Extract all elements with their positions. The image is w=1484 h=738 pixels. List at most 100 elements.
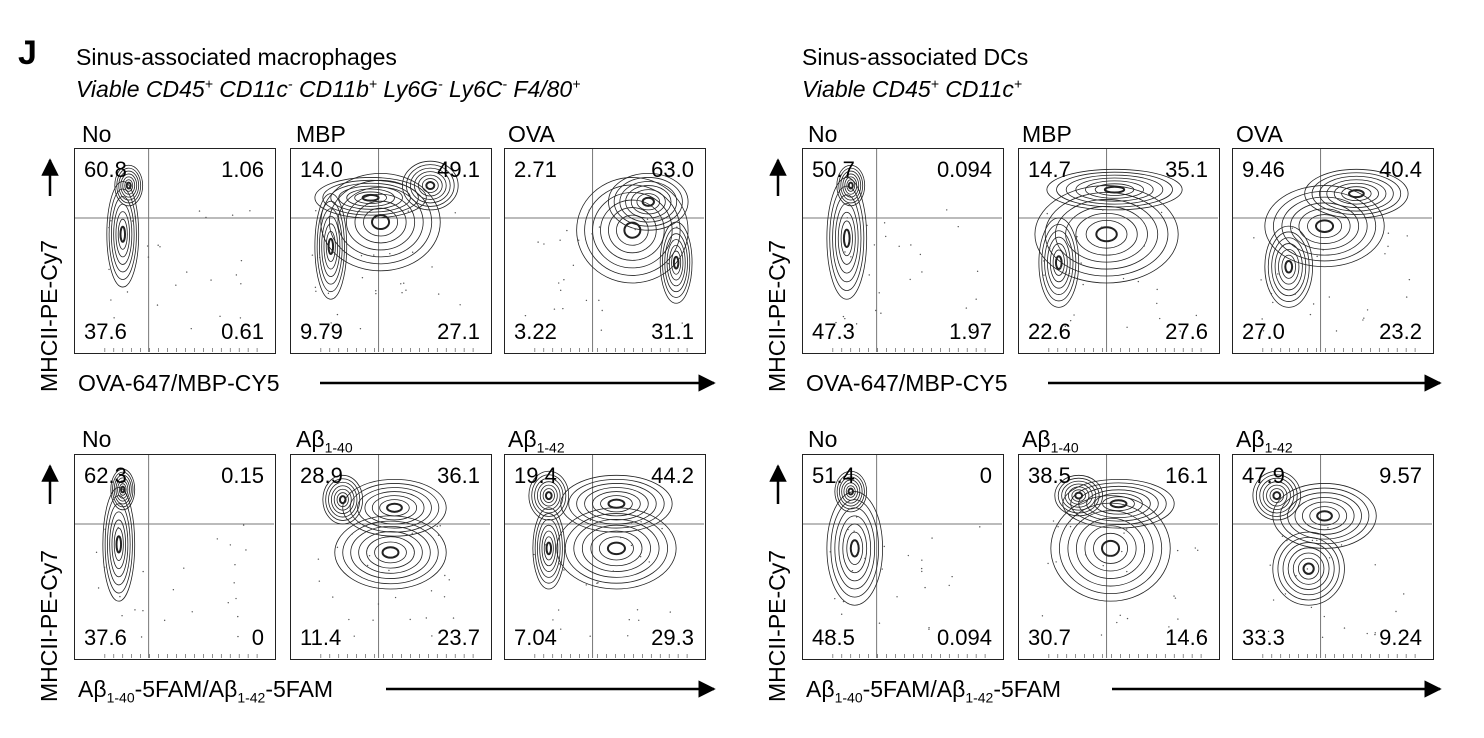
event-dot [405,289,407,291]
quadrant-percentage-lower-right: 14.6 [1165,625,1208,650]
contour-line [1044,192,1169,277]
sample-label-abeta-1-40: Aβ1-40 [1022,426,1079,456]
contour-line [1307,214,1342,239]
event-dot [341,238,343,241]
event-dot [921,570,923,573]
event-dot [1362,319,1364,321]
event-dot [559,289,562,292]
event-dot [126,291,129,293]
quadrant-percentage-upper-left: 28.9 [300,463,343,488]
quadrant-percentage-upper-right: 9.57 [1379,463,1422,488]
event-dot [560,628,562,630]
event-dot [1277,273,1279,275]
quadrant-percentage-upper-left: 60.8 [84,157,127,182]
contour-line [1084,525,1137,572]
event-dot [1197,549,1199,552]
contour-line [1287,492,1362,540]
event-dot [851,569,854,572]
event-dot [1270,292,1273,295]
event-dot [825,634,827,637]
event-dot [1168,626,1170,628]
contour-line [545,541,553,556]
event-dot [375,290,377,292]
event-dot [175,284,177,286]
contour-line [1282,542,1335,596]
contour-line [668,244,684,281]
flow-plot: 9.46 40.4 27.0 23.2 [1232,148,1434,354]
contour-line [829,185,865,291]
y-axis-label: MHCII-PE-Cy7 [764,549,790,702]
event-dot [1408,278,1411,281]
contour-line [366,536,415,569]
event-dot [1260,279,1262,281]
contour-line [379,499,410,517]
quadrant-percentage-lower-right: 27.6 [1165,319,1208,344]
event-dot [598,299,600,302]
quadrant-percentage-upper-left: 50.7 [812,157,855,182]
flow-plot: 47.9 9.57 33.3 9.24 [1232,454,1434,660]
contour-line [842,228,851,249]
contour-line [112,471,134,508]
quadrant-percentage-lower-right: 27.1 [437,319,480,344]
event-dot [1322,249,1324,251]
event-dot [600,329,603,331]
event-dot [1406,235,1408,237]
event-dot [375,292,377,295]
event-dot [113,317,115,319]
contour-line [342,520,439,585]
contour-line [1284,259,1294,274]
quadrant-percentage-lower-left: 37.6 [84,625,127,650]
event-dot [348,618,350,621]
event-dot [1064,271,1067,273]
contour-line [830,499,880,598]
event-dot [1327,527,1329,529]
event-dot [315,210,317,212]
contour-line [607,498,626,509]
contour-line [364,491,425,525]
event-dot [1374,564,1376,566]
contour-line [664,233,688,293]
contour-line [421,178,439,193]
event-dot [1286,539,1288,542]
contour-line [537,518,561,578]
event-dot [1069,520,1071,523]
event-dot [1073,314,1075,316]
contour-line [1281,254,1296,279]
contour-line [1038,217,1080,308]
event-dot [563,279,565,281]
event-dot [448,579,450,581]
contour-line [542,488,555,503]
contour-line [1101,539,1121,557]
event-dot [834,597,836,600]
quadrant-percentage-lower-right: 31.1 [651,319,694,344]
event-dot [389,252,391,255]
event-dot [403,282,405,284]
x-axis-label: Aβ1-40-5FAM/Aβ1-42-5FAM [806,676,1062,706]
quadrant-percentage-upper-right: 44.2 [651,463,694,488]
event-dot [1122,277,1125,280]
event-dot [1082,283,1084,286]
contour-line [576,177,689,284]
quadrant-percentage-lower-right: 0.094 [936,625,992,650]
quadrant-percentage-upper-left: 62.3 [84,463,127,488]
event-dot [1064,325,1067,327]
event-dot [1100,226,1103,228]
event-dot [840,613,843,615]
event-dot [108,226,110,229]
event-dot [245,549,247,551]
contour-line [104,495,133,594]
event-dot [198,210,201,212]
contour-line [386,502,403,513]
contour-line [1074,491,1084,500]
event-dot [920,567,923,570]
event-dot [377,603,380,605]
contour-line [838,167,864,204]
event-dot [1156,302,1158,305]
x-axis-label: Aβ1-40-5FAM/Aβ1-42-5FAM [78,676,334,706]
contour-line [573,518,660,578]
event-dot [669,611,671,613]
event-dot [205,216,207,219]
contour-line [1272,531,1345,606]
event-dot [577,239,580,241]
quadrant-percentage-upper-right: 0 [979,463,992,488]
